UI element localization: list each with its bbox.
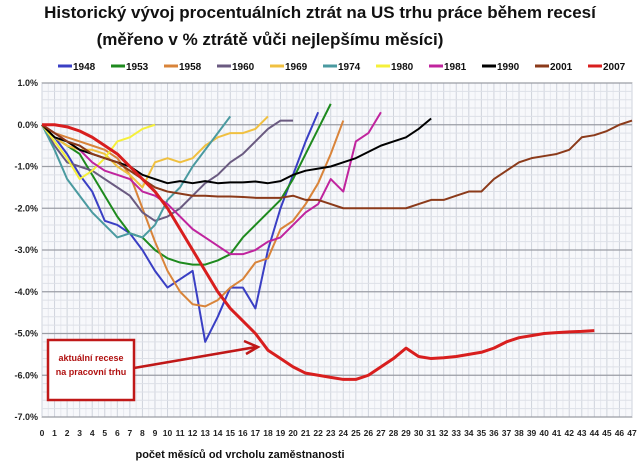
x-tick-label: 20 [288,428,298,438]
x-tick-label: 26 [364,428,374,438]
chart-subtitle: (měřeno v % ztrátě vůči nejlepšímu měsíc… [96,30,444,49]
series-line-1958 [41,120,345,308]
x-tick-label: 0 [40,428,45,438]
x-tick-label: 29 [401,428,411,438]
x-tick-label: 35 [477,428,487,438]
x-tick-label: 33 [452,428,462,438]
x-tick-label: 16 [238,428,248,438]
x-tick-label: 21 [301,428,311,438]
annotation-line-2: na pracovní trhu [56,367,127,377]
x-tick-label: 36 [489,428,499,438]
x-tick-label: 13 [200,428,210,438]
x-axis-label: počet měsíců od vrcholu zaměstnanosti [135,449,344,461]
x-tick-label: 17 [251,428,261,438]
x-tick-label: 47 [627,428,637,438]
x-tick-label: 32 [439,428,449,438]
annotation: aktuální recese na pracovní trhu [46,338,261,402]
x-tick-label: 10 [163,428,173,438]
x-tick-label: 19 [276,428,286,438]
legend-label: 1980 [391,62,414,73]
y-tick-label: 0.0% [17,120,38,130]
legend-label: 1958 [179,62,202,73]
x-tick-label: 42 [564,428,574,438]
series-line-1960 [41,119,294,222]
x-tick-label: 3 [77,428,82,438]
y-tick-label: 1.0% [17,78,38,88]
y-tick-label: -2.0% [14,203,38,213]
y-tick-label: -7.0% [14,412,38,422]
x-tick-label: 5 [102,428,107,438]
chart-title: Historický vývoj procentuálních ztrát na… [44,3,596,22]
y-tick-label: -5.0% [14,329,38,339]
x-tick-label: 38 [514,428,524,438]
x-tick-label: 1 [52,428,57,438]
x-tick-label: 9 [153,428,158,438]
x-tick-label: 37 [502,428,512,438]
y-tick-label: -3.0% [14,245,38,255]
x-tick-label: 7 [128,428,133,438]
annotation-arrow [133,345,257,370]
x-tick-label: 41 [552,428,562,438]
x-tick-label: 15 [226,428,236,438]
annotation-box [46,338,136,402]
x-tick-label: 2 [65,428,70,438]
series-line-1974 [41,115,232,239]
legend-label: 1990 [497,62,520,73]
y-tick-label: -1.0% [14,162,38,172]
x-tick-label: 18 [263,428,273,438]
series-line-1980 [41,123,156,181]
x-tick-label: 6 [115,428,120,438]
x-tick-label: 40 [539,428,549,438]
y-tick-label: -4.0% [14,287,38,297]
x-tick-label: 44 [590,428,600,438]
x-tick-label: 12 [188,428,198,438]
x-tick-label: 14 [213,428,223,438]
legend-label: 2007 [603,62,626,73]
x-tick-label: 28 [389,428,399,438]
legend-label: 1953 [126,62,149,73]
legend-label: 1974 [338,62,361,73]
series-line-1981 [41,111,382,256]
x-tick-label: 24 [339,428,349,438]
x-tick-label: 27 [376,428,386,438]
legend-label: 1960 [232,62,255,73]
arrow-head-icon [243,339,261,356]
x-tick-label: 25 [351,428,361,438]
series-line-1948 [41,111,320,343]
x-tick-label: 4 [90,428,95,438]
x-tick-label: 30 [414,428,424,438]
legend-label: 2001 [550,62,573,73]
x-tick-label: 11 [176,428,185,438]
x-tick-label: 34 [464,428,474,438]
x-tick-label: 23 [326,428,336,438]
legend-label: 1981 [444,62,467,73]
x-tick-label: 39 [527,428,537,438]
legend-label: 1948 [73,62,96,73]
x-tick-label: 43 [577,428,587,438]
x-tick-label: 46 [615,428,625,438]
x-tick-label: 31 [426,428,436,438]
x-tick-label: 22 [313,428,323,438]
legend-label: 1969 [285,62,308,73]
series-line-2007 [42,123,595,381]
annotation-line-1: aktuální recese [58,353,123,363]
x-tick-label: 8 [140,428,145,438]
y-tick-label: -6.0% [14,370,38,380]
x-tick-label: 45 [602,428,612,438]
